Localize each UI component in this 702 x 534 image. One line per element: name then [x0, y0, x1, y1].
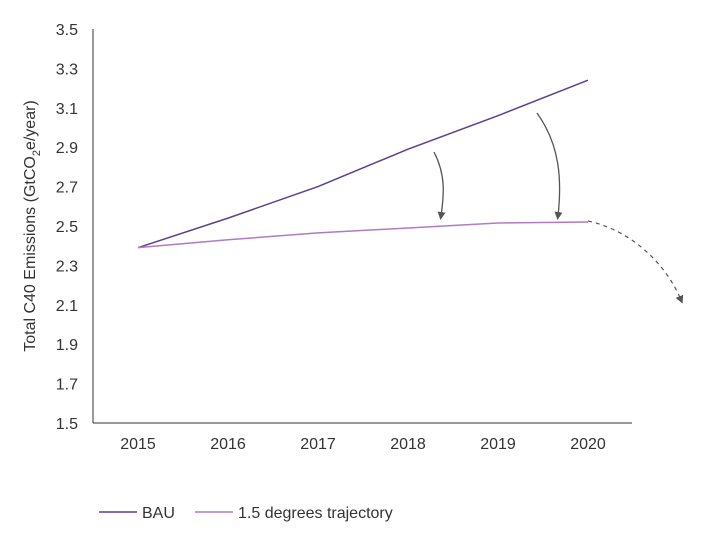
legend: BAU 1.5 degrees trajectory — [99, 505, 393, 522]
y-tick-label: 1.7 — [56, 377, 78, 394]
x-tick-label: 2015 — [120, 436, 156, 453]
y-tick-label: 3.5 — [56, 22, 78, 39]
legend-label-bau: BAU — [142, 505, 175, 522]
y-tick-labels: 3.5 3.3 3.1 2.9 2.7 2.5 2.3 2.1 1.9 1.7 1.5 — [56, 22, 78, 433]
y-axis-label-subscript: 2 — [31, 150, 43, 156]
legend-label-trajectory: 1.5 degrees trajectory — [238, 505, 393, 522]
x-tick-label: 2016 — [210, 436, 246, 453]
y-tick-label: 3.3 — [56, 61, 78, 78]
y-tick-label: 1.9 — [56, 337, 78, 354]
x-tick-label: 2017 — [300, 436, 336, 453]
y-tick-label: 2.5 — [56, 219, 78, 236]
arrow-2019 — [536, 112, 563, 220]
annotation-arrows — [433, 112, 684, 304]
y-tick-label: 1.5 — [56, 416, 78, 433]
y-axis-label: Total C40 Emissions (GtCO2e/year) — [22, 100, 43, 352]
series-line-bau — [137, 79, 589, 249]
chart-axes — [92, 29, 632, 424]
x-tick-label: 2018 — [390, 436, 426, 453]
y-tick-label: 3.1 — [56, 101, 78, 118]
dashed-projection-arrow — [587, 220, 684, 304]
x-tick-labels: 2015 2016 2017 2018 2019 2020 — [120, 436, 606, 453]
y-axis-label-main: Total C40 Emissions (GtCO — [22, 156, 39, 352]
y-tick-label: 2.3 — [56, 258, 78, 275]
y-axis-label-tail: e/year) — [22, 100, 39, 150]
y-tick-label: 2.1 — [56, 298, 78, 315]
series-line-trajectory — [137, 221, 589, 249]
arrow-2018 — [433, 151, 446, 220]
x-tick-label: 2019 — [480, 436, 516, 453]
y-tick-label: 2.9 — [56, 140, 78, 157]
y-tick-label: 2.7 — [56, 180, 78, 197]
series-lines — [137, 79, 589, 249]
x-tick-label: 2020 — [570, 436, 606, 453]
